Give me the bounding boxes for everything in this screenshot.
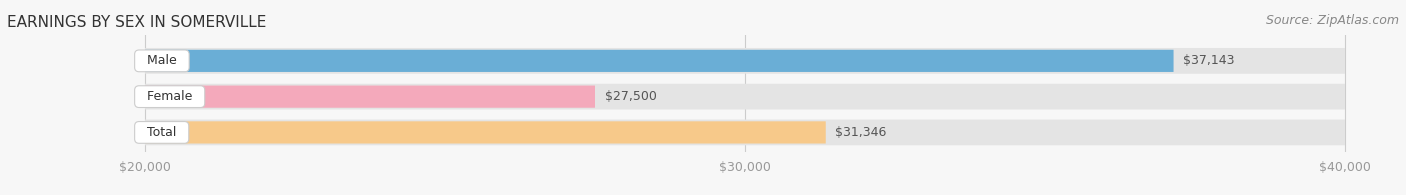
Text: $37,143: $37,143: [1184, 54, 1234, 67]
FancyBboxPatch shape: [145, 50, 1174, 72]
FancyBboxPatch shape: [145, 48, 1346, 74]
Text: Female: Female: [139, 90, 201, 103]
FancyBboxPatch shape: [145, 120, 1346, 145]
FancyBboxPatch shape: [145, 84, 1346, 110]
Text: EARNINGS BY SEX IN SOMERVILLE: EARNINGS BY SEX IN SOMERVILLE: [7, 15, 266, 30]
FancyBboxPatch shape: [145, 121, 825, 144]
Text: $27,500: $27,500: [605, 90, 657, 103]
FancyBboxPatch shape: [145, 86, 595, 108]
Text: $31,346: $31,346: [835, 126, 887, 139]
Text: Male: Male: [139, 54, 184, 67]
Text: Source: ZipAtlas.com: Source: ZipAtlas.com: [1265, 14, 1399, 27]
Text: Total: Total: [139, 126, 184, 139]
